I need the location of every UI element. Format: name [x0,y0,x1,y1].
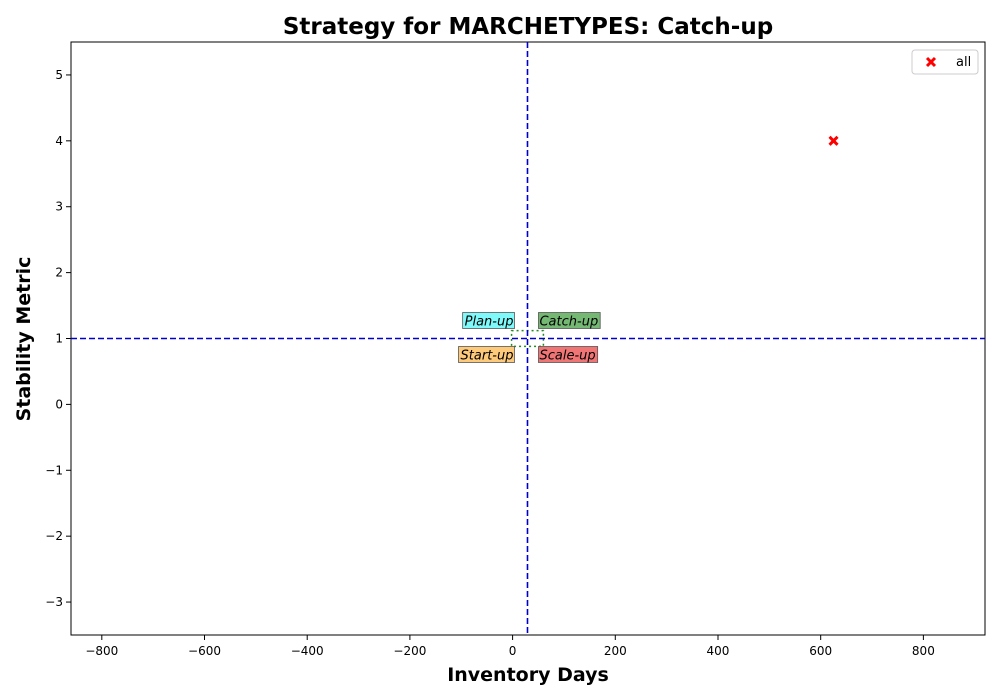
legend-marker-x-icon [925,56,937,68]
y-tick-label: −1 [45,463,63,477]
y-axis-title: Stability Metric [13,257,35,422]
data-point-all [828,135,839,146]
x-tick-label: −800 [85,644,118,658]
chart-title: Strategy for MARCHETYPES: Catch-up [283,14,773,40]
y-tick-label: 0 [55,397,63,411]
y-tick-label: 4 [55,134,63,148]
y-tick-label: −2 [45,529,63,543]
x-tick-label: 200 [604,644,627,658]
quadrant-label-catch-up: Catch-up [538,312,601,330]
y-tick-label: 3 [55,200,63,214]
y-tick-label: 5 [55,68,63,82]
quadrant-label-plan-up: Plan-up [462,312,515,330]
y-tick-label: 1 [55,332,63,346]
legend: all [911,49,979,75]
x-tick-label: 400 [707,644,730,658]
quadrant-label-text: Plan-up [465,315,514,330]
plot-area: −800 −600 −400 −200 0 200 400 600 800 −3 −2 −1 0 1 2 3 4… [45,41,986,658]
y-tick-label: −3 [45,595,63,609]
y-tick-label: 2 [55,266,63,280]
quadrant-label-text: Catch-up [539,315,598,330]
x-tick-label: 0 [509,644,517,658]
quadrant-label-box [538,312,601,329]
x-axis-title: Inventory Days [447,664,609,686]
quadrant-label-start-up: Start-up [458,346,515,364]
x-tick-label: 800 [912,644,935,658]
x-tick-label: −400 [291,644,324,658]
quadrant-label-box [538,346,599,363]
quadrant-label-text: Start-up [461,349,514,364]
legend-frame [911,49,979,75]
x-tick-label: −200 [393,644,426,658]
quadrant-label-text: Scale-up [539,349,595,364]
quadrant-label-box [462,312,515,329]
x-tick-label: −600 [188,644,221,658]
x-tick-label: 600 [809,644,832,658]
legend-entry-label: all [956,55,971,70]
quadrant-label-scale-up: Scale-up [538,346,599,364]
quadrant-label-box [458,346,515,363]
